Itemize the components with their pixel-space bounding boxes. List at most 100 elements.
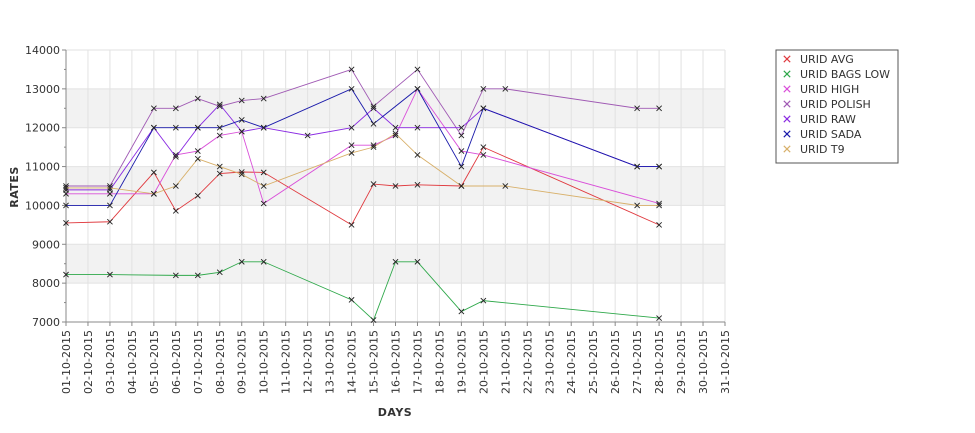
data-point (107, 185, 113, 191)
data-point-stroke (370, 105, 377, 112)
data-point-stroke (304, 132, 311, 139)
data-point-stroke (348, 124, 355, 131)
y-tick-label: 12000 (25, 122, 60, 135)
legend-marker (783, 55, 791, 63)
data-point-stroke (502, 183, 509, 189)
data-point-stroke (370, 144, 377, 151)
data-point (260, 183, 267, 189)
data-point (634, 202, 641, 209)
data-point (656, 202, 663, 209)
legend-item: URID SADA (783, 128, 862, 141)
data-point-stroke (216, 170, 223, 177)
y-tick-label: 8000 (32, 277, 60, 290)
data-point (172, 207, 179, 214)
data-point-stroke (260, 95, 267, 102)
data-point-stroke (172, 153, 179, 160)
data-point-stroke (348, 221, 355, 228)
series-line (66, 68, 660, 187)
data-point (348, 142, 355, 149)
data-point-stroke (216, 132, 223, 139)
legend-marker (783, 115, 791, 123)
data-point-stroke (150, 124, 157, 131)
data-point (370, 181, 377, 187)
data-point (63, 202, 69, 209)
data-point-stroke (656, 105, 663, 112)
data-point-stroke (238, 258, 245, 265)
legend-marker (783, 85, 791, 93)
data-point (216, 101, 223, 108)
data-point-stroke (458, 124, 465, 131)
data-point (656, 315, 663, 322)
x-tick-label: 23-10-2015 (543, 330, 556, 394)
data-point (348, 221, 355, 228)
data-point-stroke (480, 297, 487, 304)
data-point-stroke (63, 271, 69, 278)
data-point-stroke (194, 155, 201, 162)
data-point (260, 200, 267, 207)
data-point-stroke (370, 103, 377, 110)
data-point (348, 296, 355, 303)
data-point-stroke (414, 85, 421, 92)
data-point-stroke (63, 202, 69, 209)
data-point (238, 128, 245, 135)
series-line (66, 261, 660, 321)
data-point-stroke (656, 221, 663, 228)
data-point (238, 117, 245, 123)
legend: URID AVG URID BAGS LOW URID HIGH URID POLIS… (775, 49, 899, 164)
data-point (260, 258, 267, 265)
x-tick-label: 28-10-2015 (653, 330, 666, 394)
data-point-stroke (194, 95, 201, 102)
data-point-stroke (172, 105, 179, 112)
data-point-stroke (370, 317, 377, 323)
data-point (172, 272, 179, 279)
series-urid-sada (63, 85, 663, 209)
series-layer (63, 66, 663, 323)
x-tick-label: 08-10-2015 (214, 330, 227, 394)
legend-item: URID AVG (783, 53, 854, 66)
data-point (194, 272, 201, 279)
data-point-stroke (216, 124, 223, 131)
data-point-stroke (392, 183, 399, 189)
x-tick-label: 10-10-2015 (258, 330, 271, 394)
data-point (107, 218, 113, 225)
data-point (194, 95, 201, 102)
data-point-stroke (216, 101, 223, 108)
x-tick-label: 22-10-2015 (521, 330, 534, 394)
legend-marker (783, 70, 791, 78)
data-point (150, 169, 157, 176)
data-point-stroke (392, 124, 399, 131)
x-tick-label: 14-10-2015 (346, 330, 359, 394)
series-urid-polish (63, 66, 663, 189)
data-point (634, 163, 641, 170)
data-point-stroke (414, 124, 421, 131)
data-point (238, 258, 245, 265)
data-point (216, 170, 223, 177)
data-point (304, 132, 311, 139)
data-point (458, 308, 465, 315)
data-point-stroke (634, 163, 641, 170)
data-point-stroke (238, 117, 245, 123)
data-point-stroke (458, 148, 465, 154)
data-point (150, 124, 157, 131)
data-point-stroke (238, 128, 245, 135)
data-point (414, 181, 421, 188)
data-point-stroke (194, 272, 201, 279)
data-point-stroke (480, 85, 487, 92)
data-point (172, 151, 179, 158)
data-point-stroke (260, 200, 267, 207)
data-point (370, 103, 377, 110)
data-point (370, 317, 377, 323)
legend-label: URID T9 (800, 143, 845, 156)
series-urid-t9 (63, 130, 663, 209)
data-point-stroke (370, 142, 377, 149)
data-point (260, 124, 267, 131)
data-point (63, 185, 69, 191)
x-tick-label: 19-10-2015 (455, 330, 468, 394)
data-point-stroke (348, 66, 355, 73)
data-point (458, 183, 465, 189)
legend-item: URID POLISH (783, 98, 871, 111)
data-point-stroke (107, 202, 113, 209)
data-point-stroke (502, 85, 509, 92)
data-point-stroke (414, 151, 421, 158)
